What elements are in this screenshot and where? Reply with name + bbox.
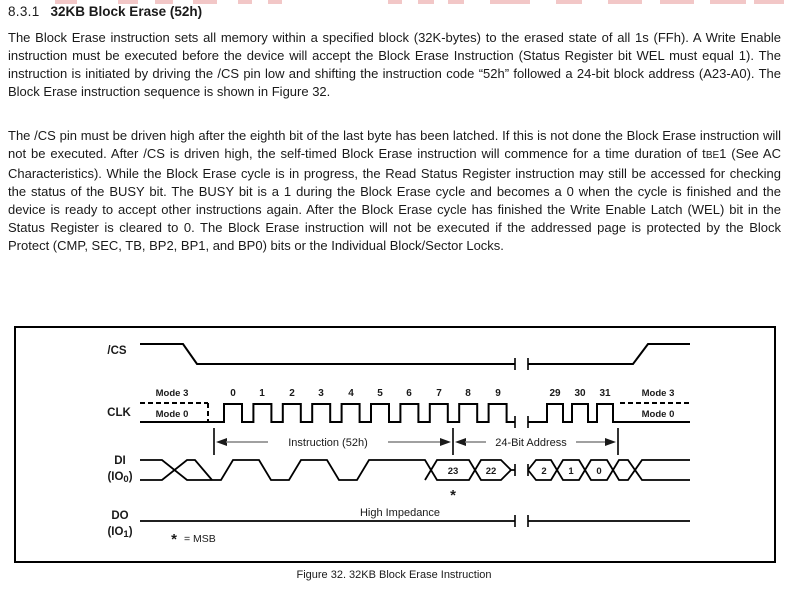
span-boundary-bars — [213, 428, 619, 455]
di-bit-label: 0 — [596, 466, 601, 477]
paragraph-1: The Block Erase instruction sets all mem… — [8, 30, 781, 99]
paragraph-2: The /CS pin must be driven high after th… — [8, 127, 781, 255]
tbe1-subscript: BE — [705, 150, 720, 161]
di-bit-label: 2 — [541, 466, 546, 477]
clock-number: 29 — [549, 388, 561, 399]
clock-number: 30 — [574, 388, 586, 399]
signal-label-di-io: (IO0) — [107, 471, 132, 485]
cs-waveform — [140, 343, 515, 365]
clock-number: 1 — [259, 388, 265, 399]
section-text-block: 8.3.1 32KB Block Erase (52h) The Block Er… — [8, 3, 781, 255]
section-title: 32KB Block Erase (52h) — [50, 4, 203, 19]
clock-number: 0 — [230, 388, 236, 399]
signal-label-cs: /CS — [107, 345, 127, 357]
signal-label-di: DI — [114, 455, 126, 467]
instruction-span-label: Instruction (52h) — [288, 437, 367, 449]
mode0-label-left: Mode 0 — [156, 409, 189, 420]
clock-number: 6 — [406, 388, 412, 399]
high-impedance-label: High Impedance — [360, 507, 440, 519]
clock-number: 2 — [289, 388, 295, 399]
signal-label-do-io: (IO1) — [107, 526, 132, 540]
clock-number: 8 — [465, 388, 471, 399]
di-bit-label: 23 — [448, 466, 459, 477]
signal-label-clk: CLK — [107, 407, 131, 419]
clock-number: 3 — [318, 388, 324, 399]
arrow-right-icon — [440, 438, 451, 446]
address-span-label: 24-Bit Address — [495, 437, 567, 449]
di-bit-cells-late — [527, 459, 690, 481]
msb-note-star-icon: * — [171, 531, 177, 548]
cs-break-symbol — [514, 358, 529, 370]
di-waveform — [140, 459, 515, 481]
arrow-right-icon — [605, 438, 616, 446]
clk-waveform — [140, 403, 515, 423]
mode0-label-right: Mode 0 — [642, 409, 675, 420]
cs-waveform — [528, 343, 690, 365]
do-break-symbol — [514, 515, 529, 527]
mode3-label-left: Mode 3 — [156, 388, 189, 399]
arrow-left-icon — [455, 438, 466, 446]
top-edge-artifact — [0, 0, 788, 5]
clock-number: 31 — [599, 388, 611, 399]
arrow-left-icon — [216, 438, 227, 446]
mode3-label-right: Mode 3 — [642, 388, 675, 399]
figure-frame: /CS CLK Mode 3 Mode 0 Mode 3 Mode 0 0 1 … — [14, 326, 776, 563]
di-bit-label: 1 — [568, 466, 574, 477]
di-waveform-crossover — [140, 459, 213, 481]
clock-number: 4 — [348, 388, 354, 399]
di-bit-label: 22 — [486, 466, 497, 477]
paragraph-2-text-cont: 1 (See AC Characteristics). While the Bl… — [8, 146, 781, 253]
page-title: 8.3.1 32KB Block Erase (52h) — [8, 3, 781, 20]
timing-diagram-svg: /CS CLK Mode 3 Mode 0 Mode 3 Mode 0 0 1 … — [107, 343, 690, 548]
di-bit-cells — [424, 459, 512, 481]
section-number: 8.3.1 — [8, 4, 40, 19]
clock-number: 7 — [436, 388, 442, 399]
clock-number: 5 — [377, 388, 383, 399]
signal-label-do: DO — [111, 510, 128, 522]
msb-note-text: = MSB — [184, 533, 216, 545]
di-bit-cells-late — [527, 459, 690, 481]
msb-star-icon: * — [450, 487, 456, 504]
clk-break-symbol — [514, 416, 529, 428]
paragraph-2-text: The /CS pin must be driven high after th… — [8, 128, 781, 161]
clk-waveform-late — [528, 403, 690, 423]
figure-caption: Figure 32. 32KB Block Erase Instruction — [296, 569, 492, 581]
di-break-symbol — [514, 464, 529, 476]
clock-number: 9 — [495, 388, 501, 399]
